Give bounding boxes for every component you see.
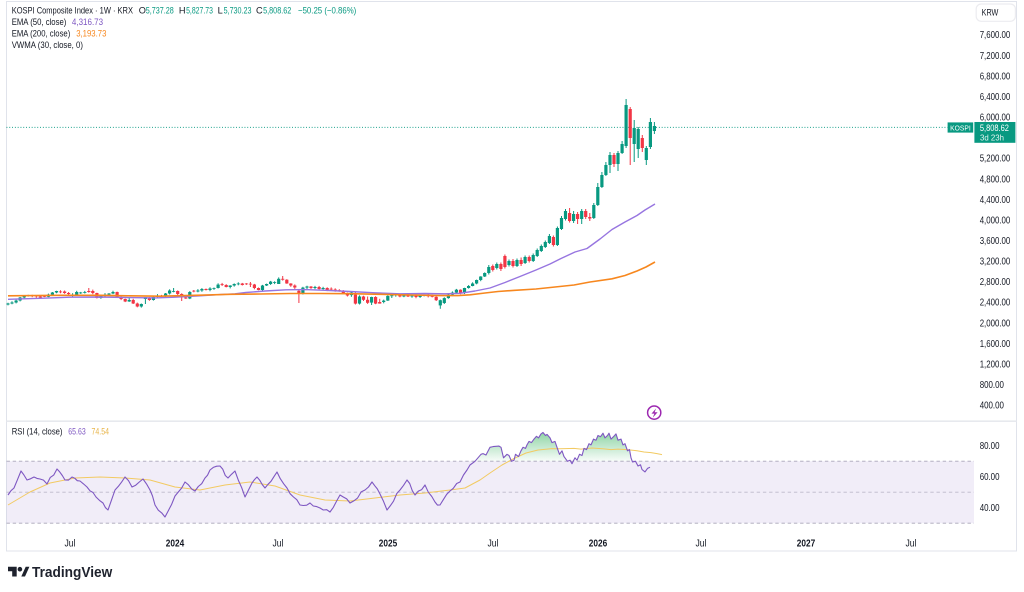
svg-text:2,800.00: 2,800.00 <box>980 277 1011 288</box>
svg-text:65.63: 65.63 <box>68 427 85 437</box>
svg-text:3,600.00: 3,600.00 <box>980 236 1011 247</box>
svg-text:4,000.00: 4,000.00 <box>980 215 1011 226</box>
svg-text:7,200.00: 7,200.00 <box>980 51 1011 62</box>
svg-text:1,200.00: 1,200.00 <box>980 360 1011 371</box>
svg-text:3,200.00: 3,200.00 <box>980 257 1011 268</box>
svg-text:6,400.00: 6,400.00 <box>980 92 1011 103</box>
svg-text:−50.25 (−0.86%): −50.25 (−0.86%) <box>298 6 356 16</box>
svg-text:Jul: Jul <box>273 539 284 550</box>
svg-text:3d 23h: 3d 23h <box>980 133 1004 143</box>
svg-text:4,800.00: 4,800.00 <box>980 174 1011 185</box>
svg-text:Jul: Jul <box>65 539 76 550</box>
svg-text:2027: 2027 <box>797 539 815 550</box>
svg-text:TradingView: TradingView <box>32 565 113 581</box>
svg-text:L: L <box>218 6 223 16</box>
svg-text:5,827.73: 5,827.73 <box>186 6 213 16</box>
svg-text:EMA (200, close): EMA (200, close) <box>12 29 71 39</box>
svg-text:800.00: 800.00 <box>980 380 1005 391</box>
svg-text:6,000.00: 6,000.00 <box>980 113 1011 124</box>
svg-text:74.54: 74.54 <box>92 427 110 437</box>
svg-text:60.00: 60.00 <box>980 472 1000 483</box>
svg-text:5,730.23: 5,730.23 <box>224 6 252 16</box>
svg-text:40.00: 40.00 <box>980 503 1000 514</box>
svg-text:4,400.00: 4,400.00 <box>980 195 1011 206</box>
svg-text:2025: 2025 <box>379 539 398 550</box>
svg-text:5,737.28: 5,737.28 <box>146 6 174 16</box>
svg-text:KOSPI: KOSPI <box>950 123 971 132</box>
svg-text:Jul: Jul <box>696 539 707 550</box>
svg-text:5,808.62: 5,808.62 <box>980 123 1009 133</box>
svg-text:5,808.62: 5,808.62 <box>263 6 291 16</box>
svg-text:5,200.00: 5,200.00 <box>980 154 1011 165</box>
svg-text:80.00: 80.00 <box>980 441 1000 452</box>
svg-text:EMA (50, close): EMA (50, close) <box>12 17 67 27</box>
svg-text:400.00: 400.00 <box>980 401 1005 412</box>
svg-text:Jul: Jul <box>488 539 499 550</box>
svg-text:2024: 2024 <box>166 539 185 550</box>
svg-text:2,000.00: 2,000.00 <box>980 318 1011 329</box>
svg-text:1,600.00: 1,600.00 <box>980 339 1011 350</box>
svg-text:6,800.00: 6,800.00 <box>980 71 1011 82</box>
svg-text:2,400.00: 2,400.00 <box>980 298 1011 309</box>
svg-text:VWMA (30, close, 0): VWMA (30, close, 0) <box>12 40 83 50</box>
svg-text:7,600.00: 7,600.00 <box>980 30 1011 41</box>
svg-text:Jul: Jul <box>906 539 917 550</box>
svg-text:KRW: KRW <box>982 8 999 18</box>
svg-text:2026: 2026 <box>589 539 608 550</box>
svg-text:3,193.73: 3,193.73 <box>76 29 106 39</box>
svg-text:RSI (14, close): RSI (14, close) <box>12 427 63 437</box>
svg-text:4,316.73: 4,316.73 <box>72 17 103 27</box>
svg-text:C: C <box>256 6 263 16</box>
svg-text:KOSPI Composite Index · 1W · K: KOSPI Composite Index · 1W · KRX <box>12 6 133 16</box>
svg-text:H: H <box>179 6 186 16</box>
svg-text:O: O <box>139 6 146 16</box>
